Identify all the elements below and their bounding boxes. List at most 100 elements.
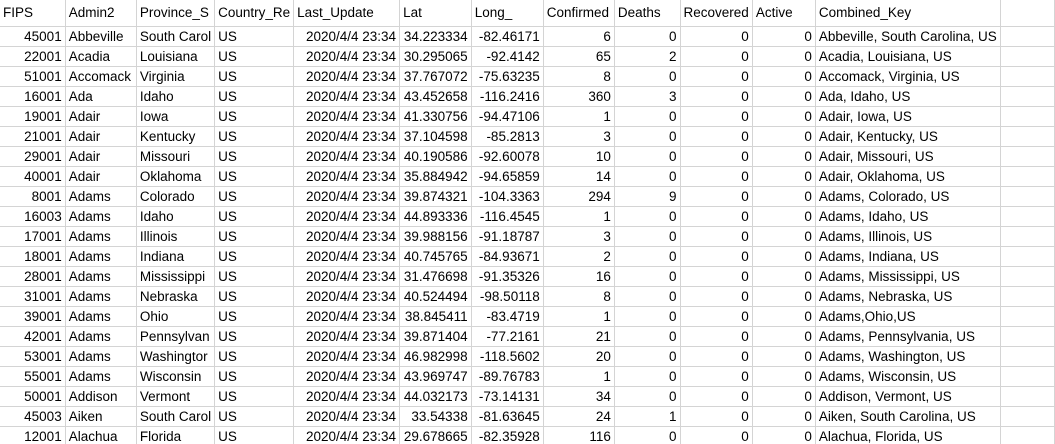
cell-extra[interactable] <box>1000 346 1055 367</box>
cell-recovered[interactable]: 0 <box>680 166 753 187</box>
cell-long[interactable]: -89.76783 <box>471 366 544 387</box>
cell-lat[interactable]: 37.767072 <box>399 66 472 87</box>
cell-active[interactable]: 0 <box>752 366 816 387</box>
cell-confirmed[interactable]: 34 <box>543 386 615 407</box>
cell-deaths[interactable]: 0 <box>614 346 681 367</box>
cell-active[interactable]: 0 <box>752 106 816 127</box>
cell-combined_key[interactable]: Adair, Missouri, US <box>815 146 1001 167</box>
cell-deaths[interactable]: 3 <box>614 86 681 107</box>
cell-active[interactable]: 0 <box>752 326 816 347</box>
cell-lat[interactable]: 34.223334 <box>399 26 472 47</box>
cell-deaths[interactable]: 0 <box>614 246 681 267</box>
cell-country[interactable]: US <box>214 146 295 167</box>
cell-long[interactable]: -82.46171 <box>471 26 544 47</box>
cell-last_update[interactable]: 2020/4/4 23:34 <box>293 386 401 407</box>
cell-active[interactable]: 0 <box>752 206 816 227</box>
cell-country[interactable]: US <box>214 166 295 187</box>
cell-recovered[interactable]: 0 <box>680 386 753 407</box>
cell-active[interactable]: 0 <box>752 66 816 87</box>
cell-recovered[interactable]: 0 <box>680 306 753 327</box>
cell-long[interactable]: -75.63235 <box>471 66 544 87</box>
cell-admin2[interactable]: Adair <box>65 146 137 167</box>
cell-recovered[interactable]: 0 <box>680 86 753 107</box>
cell-deaths[interactable]: 9 <box>614 186 681 207</box>
cell-province[interactable]: Illinois <box>136 226 216 247</box>
cell-deaths[interactable]: 0 <box>614 226 681 247</box>
cell-active[interactable]: 0 <box>752 346 816 367</box>
cell-province[interactable]: Mississippi <box>136 266 216 287</box>
cell-deaths[interactable]: 0 <box>614 306 681 327</box>
cell-fips[interactable]: 45003 <box>0 406 66 427</box>
cell-long[interactable]: -77.2161 <box>471 326 544 347</box>
cell-province[interactable]: Virginia <box>136 66 216 87</box>
cell-deaths[interactable]: 0 <box>614 106 681 127</box>
cell-long[interactable]: -73.14131 <box>471 386 544 407</box>
cell-lat[interactable]: 29.678665 <box>399 426 472 444</box>
cell-confirmed[interactable]: 116 <box>543 426 615 444</box>
cell-deaths[interactable]: 1 <box>614 406 681 427</box>
cell-confirmed[interactable]: 65 <box>543 46 615 67</box>
cell-combined_key[interactable]: Adams, Indiana, US <box>815 246 1001 267</box>
cell-province[interactable]: Colorado <box>136 186 216 207</box>
cell-deaths[interactable]: 0 <box>614 26 681 47</box>
cell-active[interactable]: 0 <box>752 266 816 287</box>
cell-lat[interactable]: 43.969747 <box>399 366 472 387</box>
cell-admin2[interactable]: Adams <box>65 366 137 387</box>
cell-long[interactable]: -91.18787 <box>471 226 544 247</box>
cell-last_update[interactable]: 2020/4/4 23:34 <box>293 266 401 287</box>
cell-confirmed[interactable]: 1 <box>543 366 615 387</box>
cell-extra[interactable] <box>1000 246 1055 267</box>
column-header-combined_key[interactable]: Combined_Key <box>815 0 1001 27</box>
cell-last_update[interactable]: 2020/4/4 23:34 <box>293 86 401 107</box>
cell-long[interactable]: -118.5602 <box>471 346 544 367</box>
cell-recovered[interactable]: 0 <box>680 326 753 347</box>
cell-confirmed[interactable]: 8 <box>543 286 615 307</box>
column-header-recovered[interactable]: Recovered <box>680 0 753 27</box>
cell-country[interactable]: US <box>214 26 295 47</box>
cell-country[interactable]: US <box>214 86 295 107</box>
cell-active[interactable]: 0 <box>752 146 816 167</box>
cell-last_update[interactable]: 2020/4/4 23:34 <box>293 186 401 207</box>
cell-active[interactable]: 0 <box>752 246 816 267</box>
cell-confirmed[interactable]: 3 <box>543 226 615 247</box>
cell-combined_key[interactable]: Addison, Vermont, US <box>815 386 1001 407</box>
cell-country[interactable]: US <box>214 126 295 147</box>
cell-recovered[interactable]: 0 <box>680 226 753 247</box>
cell-fips[interactable]: 22001 <box>0 46 66 67</box>
cell-last_update[interactable]: 2020/4/4 23:34 <box>293 286 401 307</box>
cell-confirmed[interactable]: 20 <box>543 346 615 367</box>
cell-lat[interactable]: 39.988156 <box>399 226 472 247</box>
cell-admin2[interactable]: Adams <box>65 286 137 307</box>
cell-confirmed[interactable]: 6 <box>543 26 615 47</box>
cell-recovered[interactable]: 0 <box>680 106 753 127</box>
cell-active[interactable]: 0 <box>752 126 816 147</box>
cell-active[interactable]: 0 <box>752 406 816 427</box>
cell-long[interactable]: -92.60078 <box>471 146 544 167</box>
column-header-fips[interactable]: FIPS <box>0 0 66 27</box>
cell-confirmed[interactable]: 360 <box>543 86 615 107</box>
cell-confirmed[interactable]: 14 <box>543 166 615 187</box>
cell-active[interactable]: 0 <box>752 306 816 327</box>
cell-active[interactable]: 0 <box>752 386 816 407</box>
cell-province[interactable]: South Carol <box>136 406 216 427</box>
column-header-long[interactable]: Long_ <box>471 0 544 27</box>
column-header-active[interactable]: Active <box>752 0 816 27</box>
cell-lat[interactable]: 41.330756 <box>399 106 472 127</box>
cell-confirmed[interactable]: 10 <box>543 146 615 167</box>
cell-confirmed[interactable]: 24 <box>543 406 615 427</box>
cell-last_update[interactable]: 2020/4/4 23:34 <box>293 366 401 387</box>
cell-extra[interactable] <box>1000 306 1055 327</box>
cell-country[interactable]: US <box>214 406 295 427</box>
cell-country[interactable]: US <box>214 306 295 327</box>
cell-deaths[interactable]: 0 <box>614 426 681 444</box>
cell-confirmed[interactable]: 16 <box>543 266 615 287</box>
cell-active[interactable]: 0 <box>752 166 816 187</box>
cell-province[interactable]: Iowa <box>136 106 216 127</box>
cell-admin2[interactable]: Accomack <box>65 66 137 87</box>
cell-country[interactable]: US <box>214 106 295 127</box>
cell-confirmed[interactable]: 1 <box>543 306 615 327</box>
cell-active[interactable]: 0 <box>752 426 816 444</box>
cell-fips[interactable]: 42001 <box>0 326 66 347</box>
cell-province[interactable]: Florida <box>136 426 216 444</box>
cell-province[interactable]: Idaho <box>136 206 216 227</box>
